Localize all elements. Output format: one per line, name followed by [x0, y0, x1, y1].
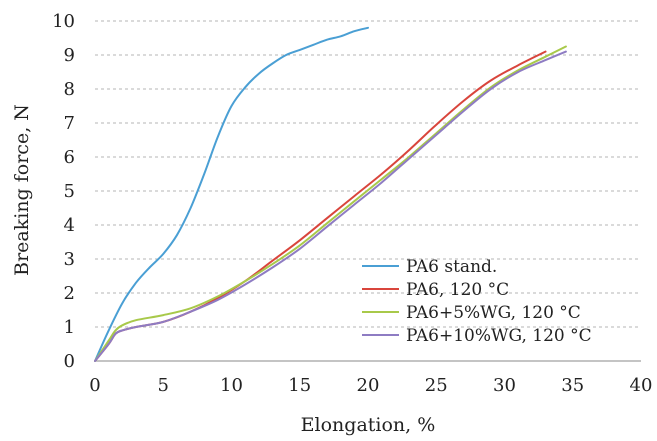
series-line — [94, 45, 567, 362]
y-axis-title: Breaking force, N — [11, 104, 33, 276]
x-axis-title: Elongation, % — [301, 414, 436, 436]
x-tick-label: 15 — [288, 375, 311, 396]
y-tick-label: 4 — [64, 215, 75, 236]
legend-label: PA6 stand. — [406, 257, 497, 277]
y-tick-label: 5 — [64, 181, 75, 202]
x-tick-label: 30 — [493, 375, 516, 396]
y-tick-labels: 0 1 2 3 4 5 6 7 8 9 10 — [52, 11, 75, 372]
y-tick-label: 10 — [52, 11, 75, 32]
y-tick-label: 0 — [64, 351, 75, 372]
legend-label: PA6, 120 °C — [406, 280, 509, 300]
x-tick-label: 5 — [158, 375, 169, 396]
x-tick-labels: 0 5 10 15 20 25 30 35 40 — [89, 375, 652, 396]
x-tick-label: 40 — [630, 375, 653, 396]
x-tick-label: 35 — [561, 375, 584, 396]
x-tick-label: 0 — [89, 375, 100, 396]
legend: PA6 stand. PA6, 120 °C PA6+5%WG, 120 °C PA6… — [362, 257, 592, 346]
legend-label: PA6+5%WG, 120 °C — [406, 303, 581, 323]
gridlines — [95, 20, 641, 328]
y-tick-label: 7 — [64, 113, 75, 134]
series-line — [94, 50, 567, 362]
y-tick-label: 8 — [64, 79, 75, 100]
series-line — [94, 26, 369, 362]
x-tick-label: 20 — [357, 375, 380, 396]
legend-label: PA6+10%WG, 120 °C — [406, 326, 592, 346]
x-tick-label: 25 — [425, 375, 448, 396]
y-tick-label: 1 — [64, 317, 75, 338]
y-tick-label: 2 — [64, 283, 75, 304]
x-tick-label: 10 — [220, 375, 243, 396]
series-lines — [94, 26, 567, 362]
y-tick-label: 3 — [64, 249, 75, 270]
y-tick-label: 6 — [64, 147, 75, 168]
y-tick-label: 9 — [64, 45, 75, 66]
